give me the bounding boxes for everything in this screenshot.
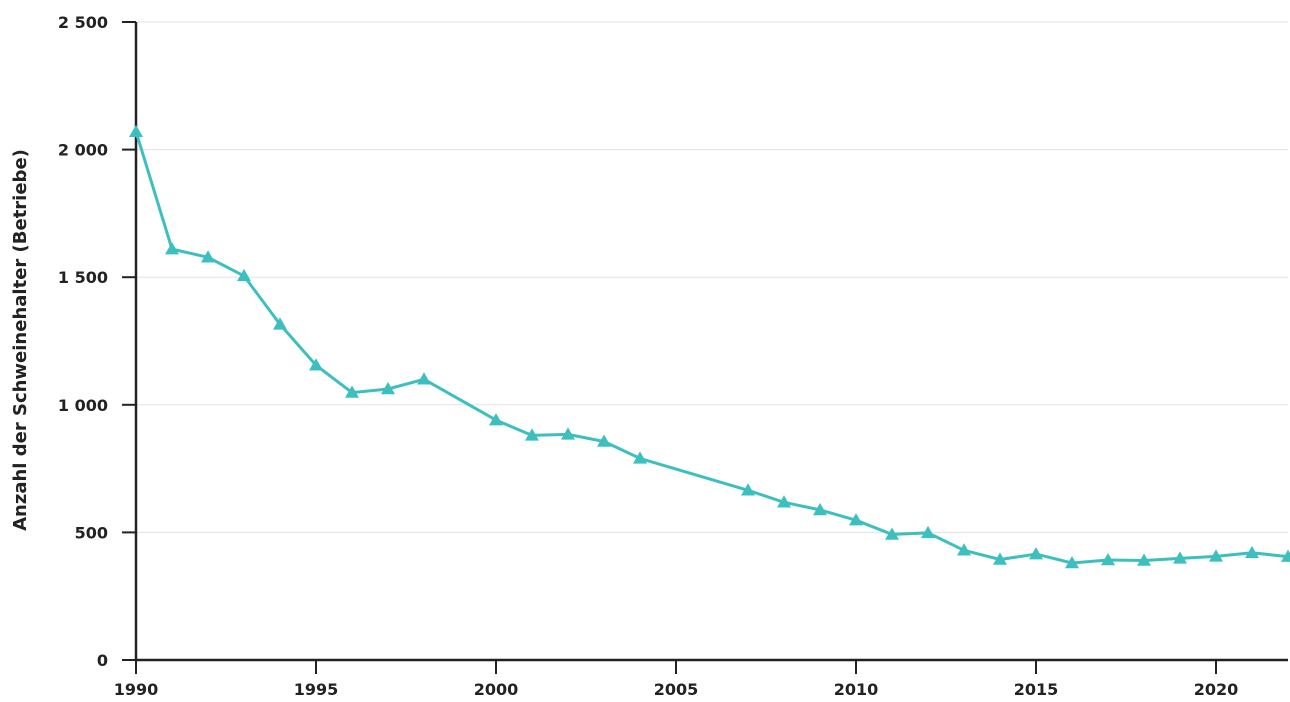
- y-tick-label: 2 000: [58, 141, 108, 160]
- y-tick-label: 2 500: [58, 13, 108, 32]
- data-point-triangle: [1065, 556, 1079, 569]
- x-tick-labels: 1990 1995 2000 2005 2010 2015 2020: [114, 680, 1239, 699]
- gridlines: [136, 21, 1288, 533]
- y-tick-label: 1 000: [58, 396, 108, 415]
- data-point-triangle: [921, 525, 935, 539]
- x-tick-label: 2010: [834, 680, 879, 698]
- data-point-triangle: [273, 317, 287, 330]
- data-point-triangle: [885, 527, 899, 540]
- data-point-triangle: [813, 502, 827, 516]
- data-point-triangle: [309, 358, 323, 371]
- data-point-triangle: [561, 427, 575, 440]
- data-point-triangle: [1209, 549, 1223, 562]
- data-point-triangle: [1281, 549, 1290, 562]
- y-tick-label: 1 500: [58, 268, 108, 287]
- data-point-triangle: [957, 543, 971, 556]
- data-point-triangle: [1029, 547, 1043, 560]
- data-point-triangle: [201, 250, 215, 263]
- data-point-triangle: [345, 385, 359, 398]
- data-point-triangle: [1245, 545, 1259, 559]
- x-tick-label: 2015: [1014, 680, 1059, 698]
- y-tick-labels: 0 500 1 000 1 500 2 000 2 500: [58, 13, 108, 670]
- data-point-triangle: [777, 495, 791, 508]
- x-tick-label: 1990: [114, 680, 159, 698]
- x-tick-label: 2005: [654, 680, 699, 698]
- data-point-triangle: [741, 483, 755, 496]
- data-point-triangle: [381, 381, 395, 395]
- data-point-triangle: [165, 242, 179, 255]
- data-point-triangle: [1137, 553, 1151, 566]
- data-point-triangle: [129, 124, 143, 137]
- x-tick-label: 1995: [294, 680, 339, 698]
- y-tick-label: 0: [97, 651, 108, 670]
- data-point-triangle: [633, 451, 647, 464]
- y-axis-label: Anzahl der Schweinehalter (Betriebe): [10, 149, 31, 531]
- data-point-triangle: [417, 372, 431, 385]
- data-point-triangle: [993, 552, 1007, 565]
- data-point-triangle: [237, 268, 251, 282]
- data-point-triangle: [597, 434, 611, 447]
- data-point-triangle: [1101, 552, 1115, 566]
- x-tick-label: 2000: [474, 680, 519, 698]
- data-point-triangle: [849, 513, 863, 526]
- data-point-triangle: [489, 413, 503, 426]
- data-series: [129, 124, 1290, 569]
- data-point-triangle: [1173, 551, 1187, 564]
- axes: [122, 21, 1288, 674]
- data-point-triangle: [525, 428, 539, 441]
- x-tick-label: 2020: [1194, 680, 1239, 698]
- series-line: [134, 131, 1289, 565]
- y-tick-label: 500: [75, 523, 108, 542]
